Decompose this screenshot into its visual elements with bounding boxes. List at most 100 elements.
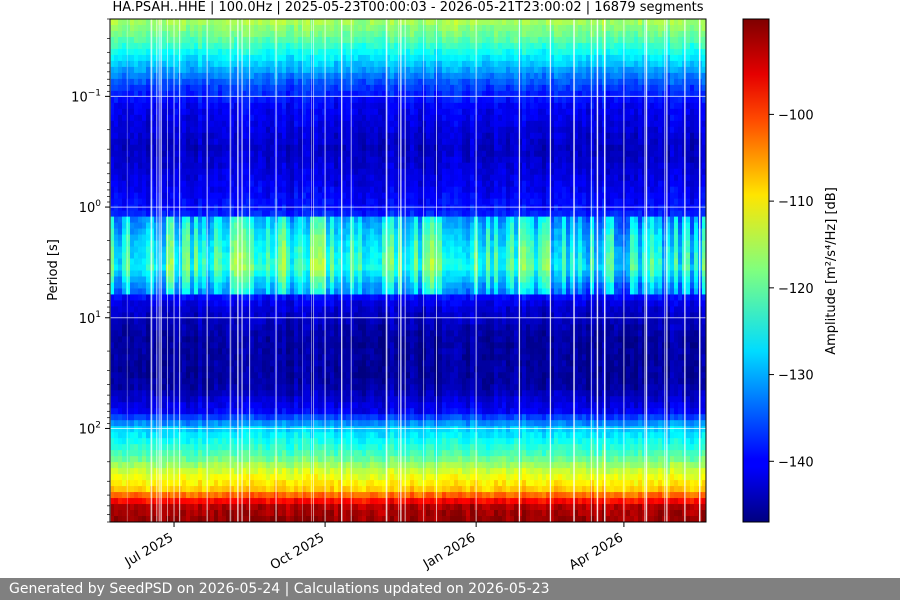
heatmap-cell bbox=[294, 378, 299, 385]
heatmap-cell bbox=[178, 60, 183, 68]
heatmap-cell bbox=[130, 138, 135, 146]
heatmap-cell bbox=[138, 360, 143, 367]
heatmap-cell bbox=[334, 138, 339, 146]
heatmap-cell bbox=[242, 108, 247, 116]
heatmap-cell bbox=[258, 420, 263, 427]
heatmap-cell bbox=[302, 288, 307, 296]
heatmap-cell bbox=[298, 438, 303, 445]
heatmap-cell bbox=[194, 474, 199, 481]
heatmap-cell bbox=[318, 330, 323, 337]
heatmap-cell bbox=[142, 486, 147, 493]
heatmap-cell bbox=[330, 342, 335, 349]
heatmap-cell bbox=[282, 186, 287, 194]
heatmap-cell bbox=[302, 252, 307, 260]
heatmap-cell bbox=[262, 270, 267, 278]
heatmap-cell bbox=[266, 30, 271, 38]
heatmap-cell bbox=[234, 366, 239, 373]
heatmap-cell bbox=[206, 402, 211, 409]
heatmap-cell bbox=[270, 19, 275, 26]
heatmap-cell bbox=[338, 228, 343, 236]
heatmap-cell bbox=[310, 258, 315, 266]
heatmap-cell bbox=[334, 114, 339, 122]
heatmap-cell bbox=[310, 294, 315, 302]
heatmap-cell bbox=[242, 72, 247, 80]
heatmap-cell bbox=[314, 504, 319, 511]
heatmap-cell bbox=[146, 174, 151, 182]
heatmap-cell bbox=[326, 342, 331, 349]
heatmap-cell bbox=[322, 474, 327, 481]
heatmap-cell bbox=[114, 198, 119, 206]
heatmap-cell bbox=[254, 222, 259, 230]
heatmap-cell bbox=[162, 270, 167, 278]
heatmap-cell bbox=[262, 390, 267, 397]
heatmap-cell bbox=[134, 174, 139, 182]
heatmap-cell bbox=[346, 180, 351, 188]
heatmap-cell bbox=[114, 108, 119, 116]
heatmap-cell bbox=[246, 204, 251, 212]
heatmap-cell bbox=[206, 72, 211, 80]
heatmap-cell bbox=[194, 102, 199, 110]
heatmap-cell bbox=[342, 360, 347, 367]
heatmap-cell bbox=[342, 114, 347, 122]
heatmap-cell bbox=[250, 294, 255, 302]
heatmap-cell bbox=[242, 168, 247, 176]
heatmap-cell bbox=[250, 300, 255, 308]
heatmap-cell bbox=[286, 366, 291, 373]
heatmap-cell bbox=[114, 324, 119, 331]
heatmap-cell bbox=[322, 414, 327, 421]
heatmap-cell bbox=[182, 216, 187, 224]
heatmap-cell bbox=[206, 54, 211, 62]
heatmap-cell bbox=[178, 396, 183, 403]
heatmap-cell bbox=[110, 48, 115, 56]
heatmap-cell bbox=[206, 360, 211, 367]
heatmap-cell bbox=[114, 432, 119, 439]
heatmap-cell bbox=[158, 306, 163, 314]
heatmap-cell bbox=[178, 462, 183, 469]
heatmap-cell bbox=[154, 246, 159, 254]
heatmap-cell bbox=[214, 288, 219, 296]
heatmap-cell bbox=[306, 162, 311, 170]
heatmap-cell bbox=[210, 330, 215, 337]
heatmap-cell bbox=[154, 414, 159, 421]
heatmap-cell bbox=[110, 486, 115, 493]
heatmap-cell bbox=[338, 360, 343, 367]
heatmap-cell bbox=[294, 516, 299, 522]
heatmap-cell bbox=[242, 246, 247, 254]
heatmap-cell bbox=[270, 192, 275, 200]
heatmap-cell bbox=[230, 42, 235, 50]
heatmap-cell bbox=[262, 192, 267, 200]
heatmap-cell bbox=[238, 384, 243, 391]
heatmap-cell bbox=[182, 462, 187, 469]
heatmap-cell bbox=[342, 120, 347, 128]
heatmap-cell bbox=[194, 462, 199, 469]
heatmap-cell bbox=[174, 138, 179, 146]
heatmap-cell bbox=[210, 390, 215, 397]
heatmap-cell bbox=[286, 486, 291, 493]
heatmap-cell bbox=[154, 420, 159, 427]
heatmap-cell bbox=[166, 498, 171, 505]
heatmap-cell bbox=[210, 276, 215, 284]
heatmap-cell bbox=[190, 462, 195, 469]
heatmap-cell bbox=[330, 318, 335, 325]
heatmap-cell bbox=[330, 306, 335, 314]
heatmap-cell bbox=[142, 162, 147, 170]
heatmap-cell bbox=[282, 300, 287, 308]
heatmap-cell bbox=[318, 180, 323, 188]
heatmap-cell bbox=[278, 408, 283, 415]
heatmap-cell bbox=[226, 456, 231, 463]
heatmap-cell bbox=[146, 408, 151, 415]
heatmap-cell bbox=[330, 96, 335, 104]
heatmap-cell bbox=[206, 174, 211, 182]
heatmap-cell bbox=[330, 510, 335, 517]
heatmap-cell bbox=[330, 186, 335, 194]
heatmap-cell bbox=[114, 486, 119, 493]
heatmap-cell bbox=[118, 132, 123, 140]
heatmap-cell bbox=[302, 192, 307, 200]
heatmap-cell bbox=[154, 264, 159, 272]
heatmap-cell bbox=[290, 54, 295, 62]
heatmap-cell bbox=[294, 288, 299, 296]
heatmap-cell bbox=[222, 420, 227, 427]
heatmap-cell bbox=[278, 186, 283, 194]
heatmap-cell bbox=[190, 168, 195, 176]
heatmap-cell bbox=[258, 396, 263, 403]
